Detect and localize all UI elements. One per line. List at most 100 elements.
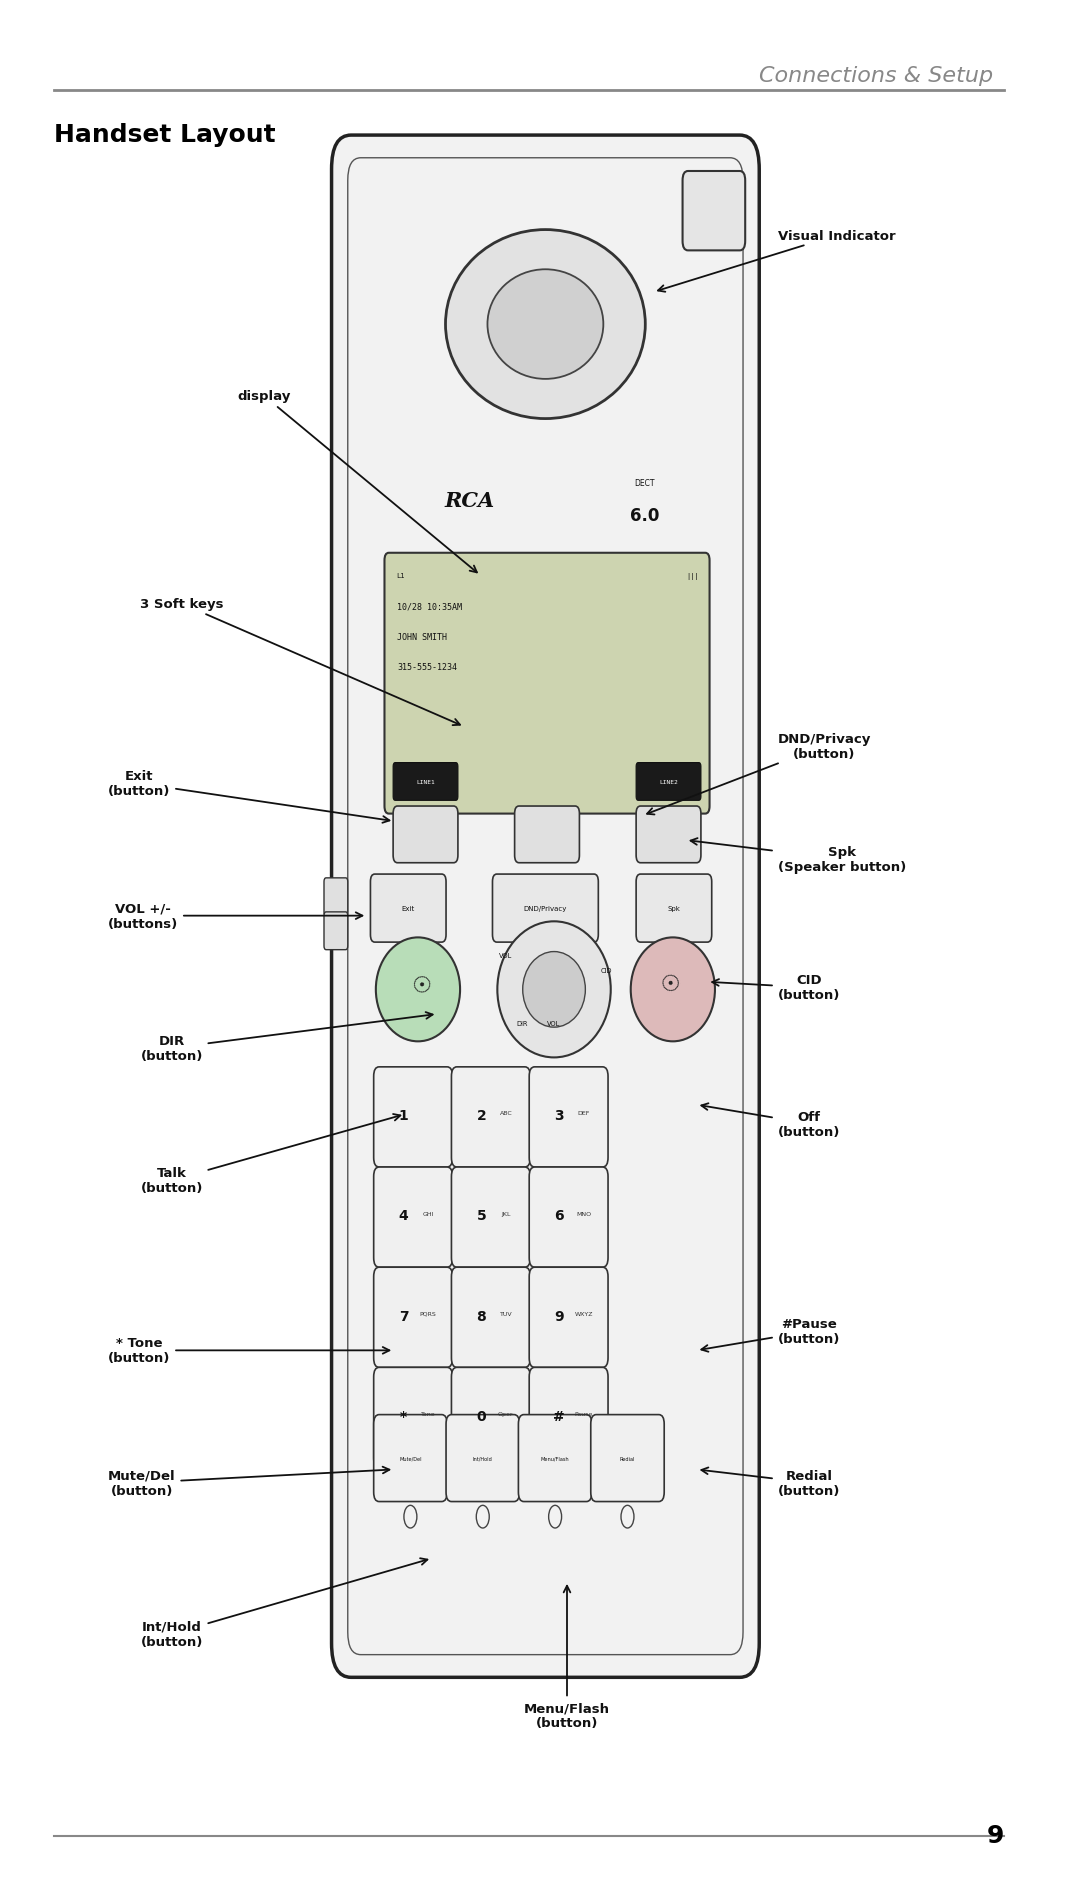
Text: 3: 3 (554, 1109, 564, 1122)
Text: ☉: ☉ (653, 971, 681, 997)
FancyBboxPatch shape (374, 1067, 453, 1167)
FancyBboxPatch shape (374, 1415, 447, 1502)
Ellipse shape (497, 922, 611, 1058)
Text: 4: 4 (399, 1209, 408, 1222)
FancyBboxPatch shape (451, 1268, 530, 1368)
FancyBboxPatch shape (374, 1167, 453, 1268)
Text: Exit: Exit (402, 905, 415, 912)
FancyBboxPatch shape (636, 807, 701, 863)
FancyBboxPatch shape (529, 1268, 608, 1368)
Ellipse shape (523, 952, 585, 1028)
Text: LINE2: LINE2 (659, 780, 678, 784)
Text: Int/Hold
(button): Int/Hold (button) (140, 1558, 428, 1647)
Text: Exit
(button): Exit (button) (108, 771, 390, 824)
Text: Tone: Tone (421, 1411, 435, 1417)
Text: MNO: MNO (576, 1211, 591, 1217)
Text: 3 Soft keys: 3 Soft keys (140, 599, 460, 725)
FancyBboxPatch shape (451, 1167, 530, 1268)
FancyBboxPatch shape (370, 875, 446, 943)
Text: #: # (553, 1409, 565, 1422)
FancyBboxPatch shape (591, 1415, 664, 1502)
Text: Menu/Flash: Menu/Flash (541, 1456, 569, 1460)
Text: Mute/Del
(button): Mute/Del (button) (108, 1468, 390, 1496)
Text: VOL +/-
(buttons): VOL +/- (buttons) (108, 903, 363, 929)
Text: VOL: VOL (548, 1020, 561, 1028)
FancyBboxPatch shape (374, 1268, 453, 1368)
Text: 9: 9 (554, 1309, 564, 1322)
Text: PQRS: PQRS (420, 1311, 436, 1317)
FancyBboxPatch shape (393, 807, 458, 863)
Text: 6: 6 (554, 1209, 564, 1222)
FancyBboxPatch shape (374, 1368, 453, 1468)
Text: Off
(button): Off (button) (701, 1103, 840, 1137)
Text: Menu/Flash
(button): Menu/Flash (button) (524, 1587, 610, 1728)
Text: display: display (238, 391, 477, 572)
FancyBboxPatch shape (529, 1067, 608, 1167)
Text: CID: CID (600, 967, 611, 975)
Text: 0: 0 (476, 1409, 486, 1422)
Text: WXYZ: WXYZ (575, 1311, 593, 1317)
FancyBboxPatch shape (529, 1368, 608, 1468)
Text: Visual Indicator: Visual Indicator (658, 230, 895, 293)
Text: Connections & Setup: Connections & Setup (759, 66, 994, 87)
Text: Int/Hold: Int/Hold (473, 1456, 492, 1460)
Text: CID
(button): CID (button) (712, 975, 840, 1001)
Text: 5: 5 (476, 1209, 486, 1222)
FancyBboxPatch shape (324, 878, 348, 916)
Text: DECT: DECT (635, 478, 654, 487)
Text: 10/28 10:35AM: 10/28 10:35AM (397, 603, 462, 612)
Text: *: * (400, 1409, 407, 1422)
FancyBboxPatch shape (636, 875, 712, 943)
Text: Oper: Oper (498, 1411, 514, 1417)
Text: Redial: Redial (620, 1456, 635, 1460)
Text: Talk
(button): Talk (button) (140, 1115, 401, 1194)
Text: Redial
(button): Redial (button) (701, 1468, 840, 1496)
Text: L1: L1 (396, 572, 405, 578)
Text: #Pause
(button): #Pause (button) (701, 1319, 840, 1353)
FancyBboxPatch shape (636, 763, 701, 801)
Text: 1: 1 (399, 1109, 408, 1122)
Text: DIR: DIR (516, 1020, 527, 1028)
Text: VOL: VOL (499, 952, 512, 960)
FancyBboxPatch shape (514, 807, 579, 863)
Text: DND/Privacy
(button): DND/Privacy (button) (647, 733, 870, 814)
FancyBboxPatch shape (332, 136, 759, 1677)
Ellipse shape (487, 270, 604, 380)
Text: RCA: RCA (445, 491, 495, 510)
FancyBboxPatch shape (393, 763, 458, 801)
Text: * Tone
(button): * Tone (button) (108, 1337, 390, 1364)
Text: ABC: ABC (499, 1111, 512, 1116)
FancyBboxPatch shape (683, 172, 745, 251)
Text: GHI: GHI (422, 1211, 434, 1217)
Text: ☉: ☉ (409, 971, 437, 997)
Ellipse shape (631, 939, 715, 1043)
Text: Spk
(Speaker button): Spk (Speaker button) (690, 839, 906, 873)
Text: Spk: Spk (667, 905, 680, 912)
FancyBboxPatch shape (529, 1167, 608, 1268)
FancyBboxPatch shape (518, 1415, 592, 1502)
FancyBboxPatch shape (451, 1368, 530, 1468)
Text: TUV: TUV (500, 1311, 512, 1317)
Text: Mute/Del: Mute/Del (400, 1456, 421, 1460)
Text: JOHN SMITH: JOHN SMITH (397, 633, 447, 642)
Text: DIR
(button): DIR (button) (140, 1013, 433, 1062)
FancyBboxPatch shape (324, 912, 348, 950)
Text: DND/Privacy: DND/Privacy (524, 905, 567, 912)
Text: |||: ||| (686, 572, 699, 580)
Text: 315-555-1234: 315-555-1234 (397, 663, 458, 672)
Text: 9: 9 (987, 1823, 1004, 1847)
Text: 2: 2 (476, 1109, 486, 1122)
FancyBboxPatch shape (384, 553, 710, 814)
Text: 6.0: 6.0 (630, 506, 660, 525)
Text: 7: 7 (399, 1309, 408, 1322)
Text: JKL: JKL (501, 1211, 511, 1217)
Text: LINE1: LINE1 (416, 780, 435, 784)
Text: 8: 8 (476, 1309, 486, 1322)
Ellipse shape (446, 230, 646, 419)
Ellipse shape (376, 939, 460, 1043)
Text: DEF: DEF (578, 1111, 590, 1116)
FancyBboxPatch shape (492, 875, 598, 943)
Text: Pause: Pause (575, 1411, 593, 1417)
Text: Handset Layout: Handset Layout (54, 123, 275, 147)
FancyBboxPatch shape (446, 1415, 519, 1502)
